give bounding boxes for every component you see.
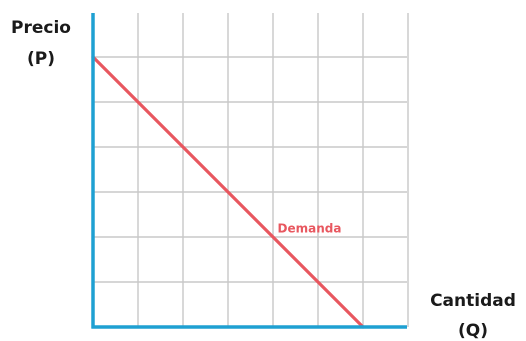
y-axis-label-line-1: Precio — [11, 18, 71, 38]
chart-axes — [91, 13, 407, 329]
chart-grid — [93, 13, 409, 327]
chart-series: Demanda — [91, 55, 365, 329]
demand-line — [91, 55, 365, 329]
x-axis-label-line-2: (Q) — [458, 321, 488, 341]
x-axis-label-line-1: Cantidad — [430, 291, 516, 311]
y-axis-label-line-2: (P) — [27, 49, 55, 69]
demand-line-label: Demanda — [278, 222, 342, 236]
